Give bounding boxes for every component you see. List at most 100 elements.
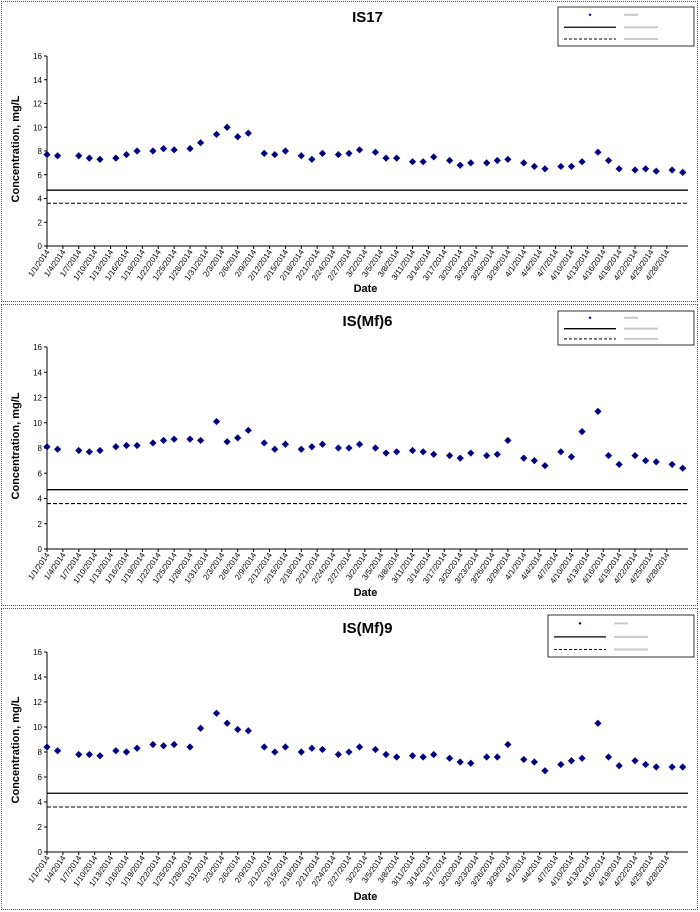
data-point: [504, 436, 512, 445]
data-point: [430, 450, 438, 458]
y-axis-label: Concentration, mg/L: [10, 95, 22, 202]
data-point: [520, 159, 528, 167]
data-point: [234, 434, 242, 442]
data-point: [281, 440, 289, 448]
data-point: [149, 439, 157, 447]
y-tick-label: 4: [38, 495, 43, 504]
x-axis-label: Date: [354, 587, 378, 599]
data-point: [541, 165, 549, 173]
data-point: [212, 709, 221, 717]
data-point: [371, 444, 380, 452]
y-tick-label: 10: [33, 419, 42, 428]
data-point: [345, 748, 353, 756]
data-point: [112, 747, 120, 755]
data-point: [604, 753, 613, 761]
data-point: [456, 758, 464, 766]
data-point: [133, 147, 141, 155]
data-point: [493, 753, 501, 761]
data-point: [75, 750, 83, 759]
data-point: [297, 152, 305, 160]
data-point: [186, 435, 194, 443]
data-point: [668, 460, 676, 469]
legend-label-smudge: [624, 316, 638, 319]
data-point: [355, 146, 364, 154]
data-point: [308, 155, 316, 163]
y-tick-label: 8: [38, 147, 43, 156]
y-tick-label: 6: [38, 171, 43, 180]
data-point: [530, 162, 538, 171]
data-point: [355, 440, 364, 448]
data-point: [297, 445, 305, 453]
y-tick-label: 10: [33, 723, 42, 732]
y-tick-label: 0: [38, 242, 43, 251]
y-tick-label: 16: [33, 648, 42, 657]
data-point: [504, 740, 512, 749]
data-point: [318, 149, 327, 157]
data-point: [223, 438, 231, 446]
data-point: [308, 744, 316, 752]
data-point: [53, 152, 62, 160]
x-axis-label: Date: [354, 891, 378, 903]
data-point: [520, 454, 528, 462]
data-point: [75, 152, 83, 160]
data-point: [652, 167, 660, 175]
data-point: [271, 445, 279, 453]
chart-svg: IS1702468101214161/1/20141/4/20141/7/201…: [10, 6, 695, 295]
data-point: [419, 158, 427, 166]
data-point: [149, 740, 157, 749]
legend-marker-diamond: [588, 316, 592, 320]
data-point: [271, 748, 279, 756]
chart-title: IS(Mf)9: [343, 620, 393, 637]
data-point: [631, 757, 639, 765]
data-point: [642, 165, 650, 173]
data-point: [541, 462, 549, 470]
data-point: [393, 448, 401, 456]
y-axis-label: Concentration, mg/L: [10, 392, 22, 499]
data-point: [43, 743, 51, 751]
data-point: [96, 446, 104, 455]
data-point: [493, 156, 501, 165]
x-axis-label: Date: [354, 283, 378, 295]
y-tick-label: 8: [38, 444, 43, 453]
data-point: [345, 444, 353, 452]
data-point: [679, 168, 687, 176]
y-tick-label: 2: [38, 823, 43, 832]
data-point: [112, 443, 120, 451]
data-point: [393, 154, 401, 162]
data-point: [122, 748, 131, 756]
data-point: [122, 441, 131, 450]
data-point: [355, 743, 364, 751]
legend-label-smudge: [614, 635, 648, 638]
data-point: [483, 753, 491, 761]
y-tick-label: 14: [33, 368, 42, 377]
data-point: [557, 162, 565, 171]
legend-label-smudge: [624, 26, 658, 29]
data-point: [281, 743, 289, 751]
data-point: [483, 159, 491, 167]
data-point: [197, 436, 205, 445]
data-point: [594, 148, 602, 156]
data-point: [652, 763, 660, 771]
data-point: [467, 759, 475, 767]
y-tick-label: 14: [33, 76, 42, 85]
data-point: [408, 446, 417, 455]
data-point: [271, 150, 279, 159]
data-point: [345, 149, 353, 157]
data-point: [668, 763, 676, 771]
data-point: [197, 724, 205, 732]
data-point: [234, 725, 242, 734]
data-point: [382, 449, 390, 457]
data-point: [212, 417, 221, 426]
data-point: [96, 752, 104, 760]
data-point: [594, 719, 602, 727]
data-point: [223, 123, 231, 131]
data-point: [234, 133, 242, 141]
data-point: [493, 450, 501, 458]
data-point: [96, 155, 104, 163]
y-tick-label: 16: [33, 343, 42, 352]
y-tick-label: 14: [33, 673, 42, 682]
data-point: [382, 154, 390, 162]
data-point: [244, 426, 252, 434]
data-point: [318, 440, 327, 448]
data-point: [567, 757, 576, 765]
